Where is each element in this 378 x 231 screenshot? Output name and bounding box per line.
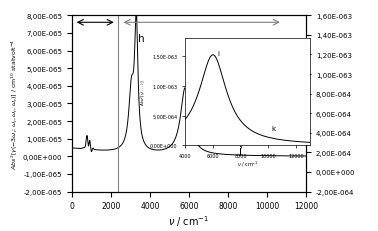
X-axis label: $\nu$ / cm$^{-1}$: $\nu$ / cm$^{-1}$ <box>168 213 210 228</box>
Text: h: h <box>138 34 144 44</box>
Text: j: j <box>238 146 241 155</box>
Y-axis label: $Abs^2[\gamma(...)]$: $Abs^2[\gamma(...)]$ <box>138 79 149 106</box>
X-axis label: $\nu$ / cm$^{-1}$: $\nu$ / cm$^{-1}$ <box>237 159 259 169</box>
Text: k: k <box>271 126 275 132</box>
Text: i: i <box>217 51 219 57</box>
Text: i: i <box>188 89 191 99</box>
Y-axis label: $Abs^2[\gamma(-3\omega_r;\omega_r,\omega_r,\omega_r)]$ / cm$^{10}$ statvolt$^{-4: $Abs^2[\gamma(-3\omega_r;\omega_r,\omega… <box>9 39 20 169</box>
